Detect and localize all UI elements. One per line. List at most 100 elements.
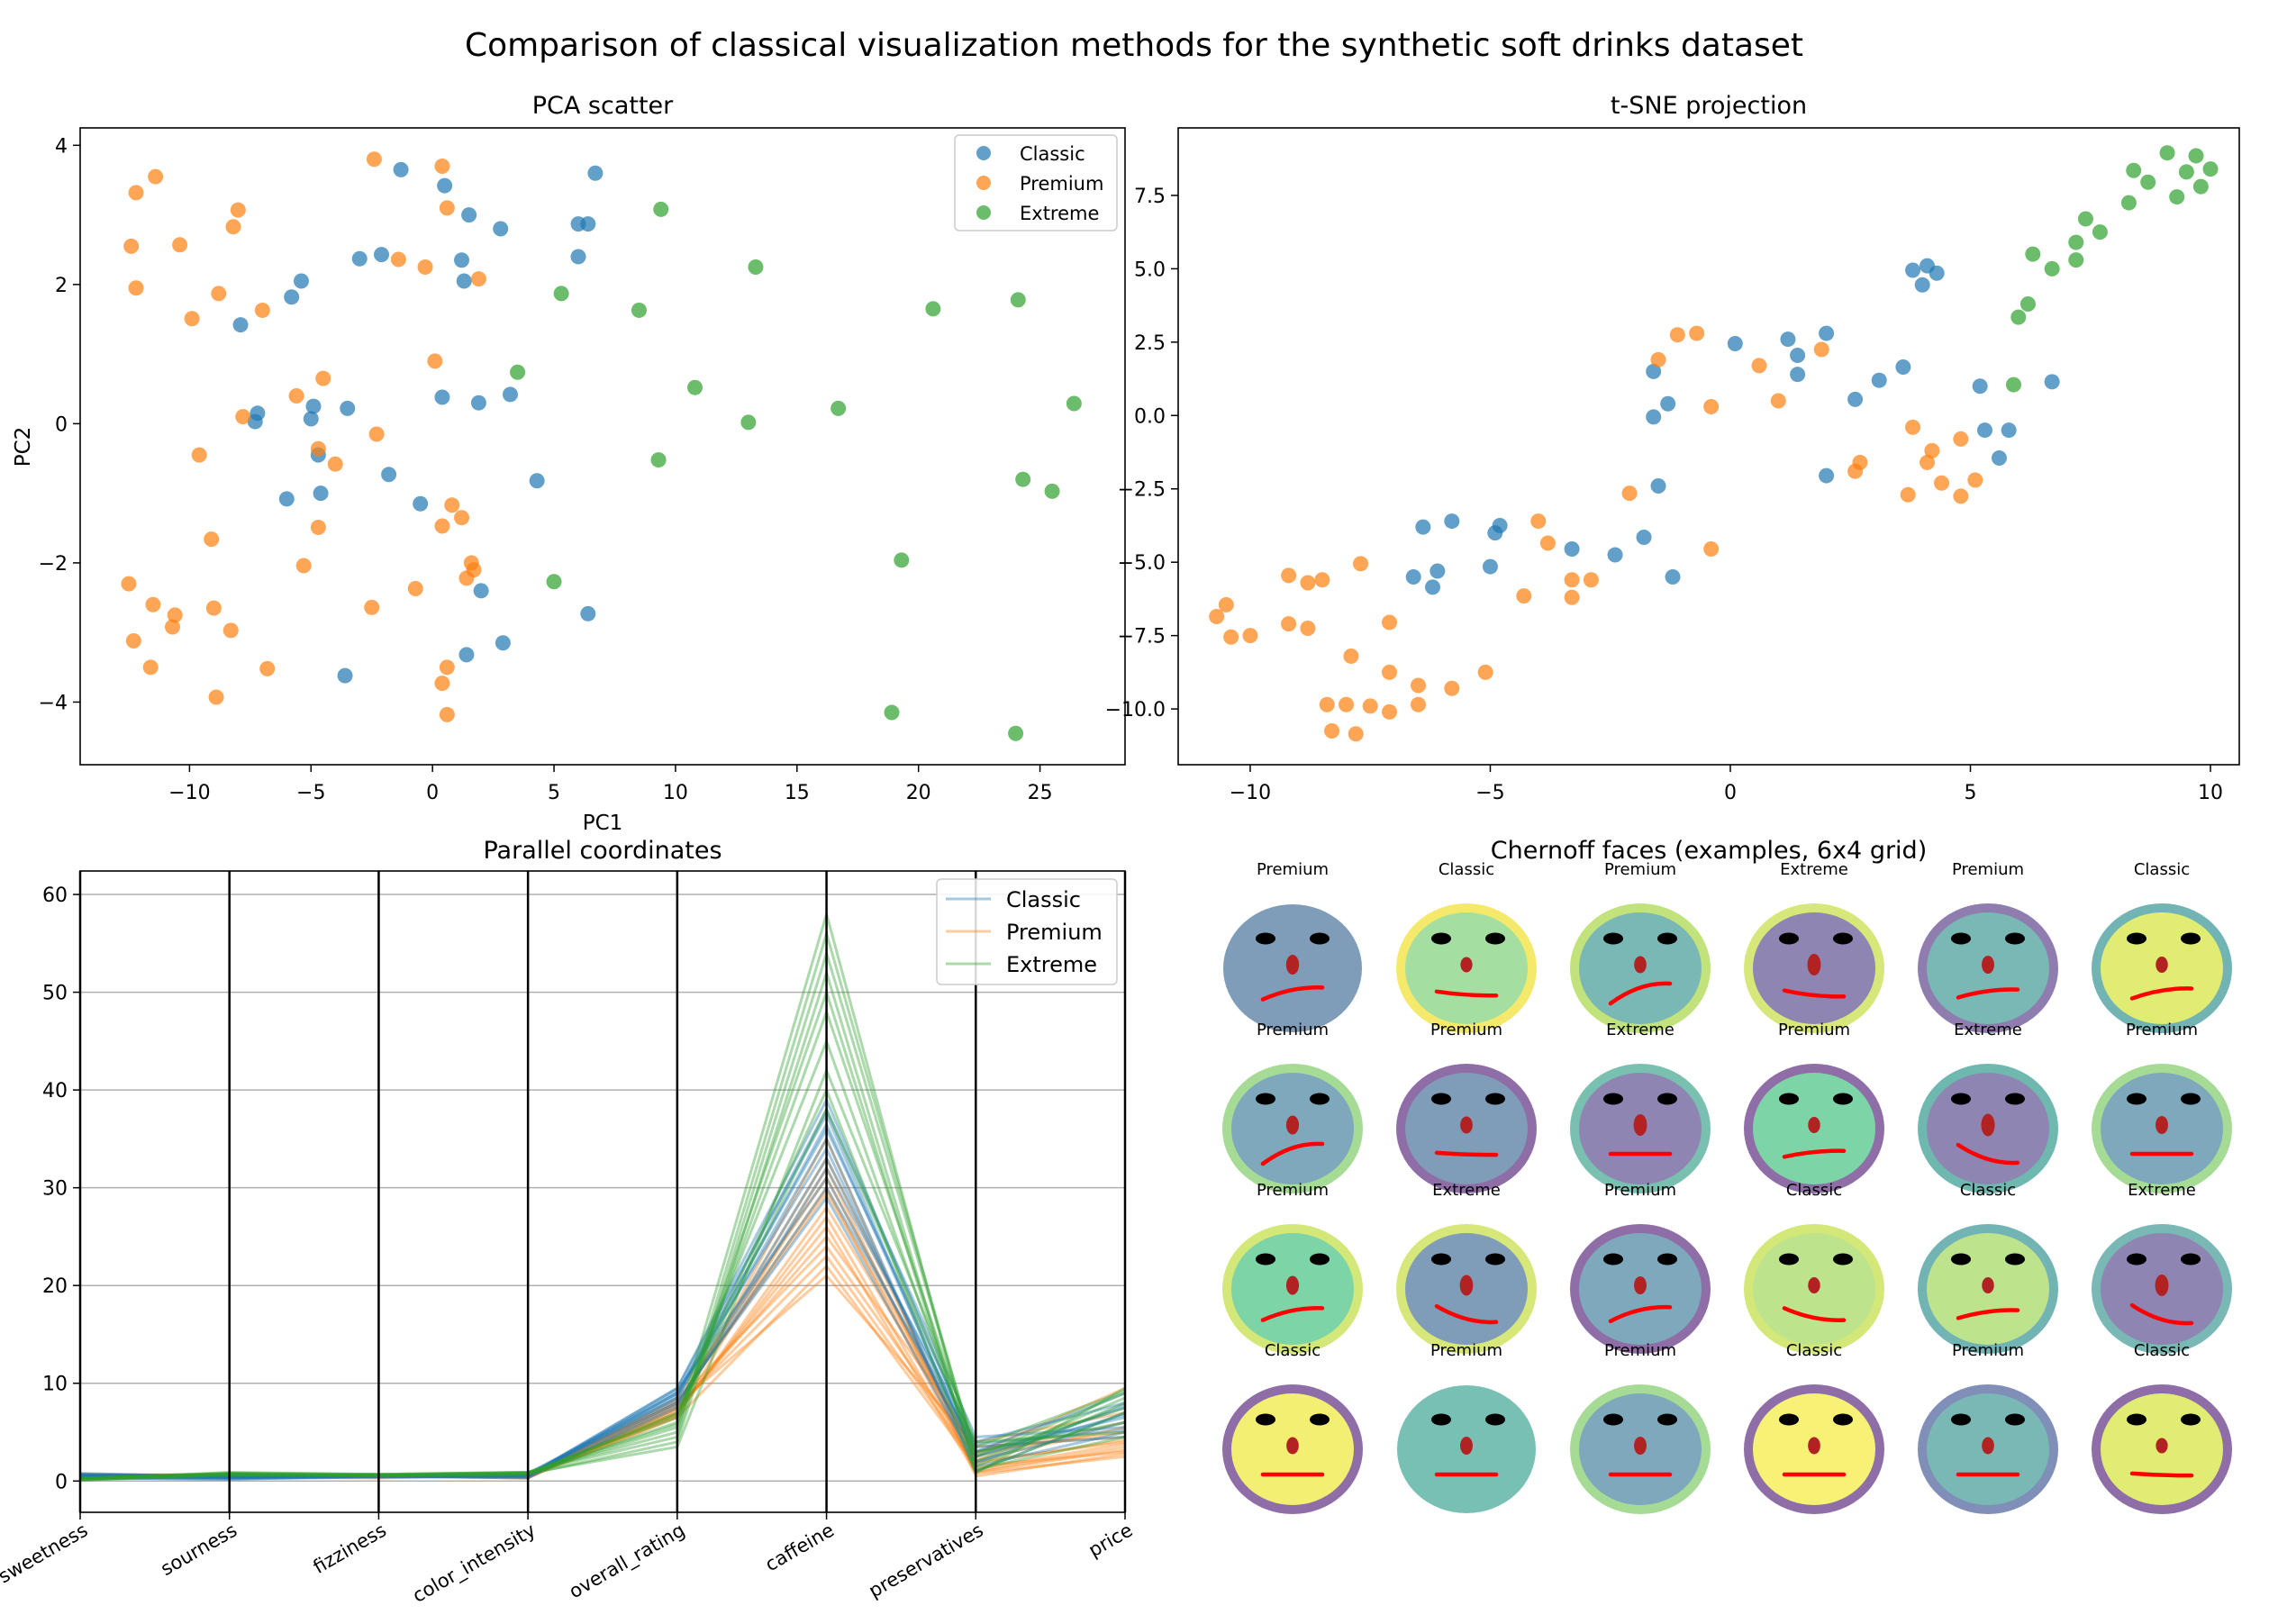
parallel-line-classic bbox=[79, 1194, 1126, 1479]
chernoff-face-label: Premium bbox=[2126, 1021, 2198, 1039]
pca-xtick-label: 15 bbox=[785, 782, 810, 804]
pca-point-premium bbox=[121, 576, 137, 592]
pca-point-premium bbox=[128, 280, 144, 296]
tsne-xtick-label: 10 bbox=[2198, 782, 2223, 804]
parallel-lines bbox=[79, 909, 1126, 1482]
parallel-line-extreme bbox=[79, 987, 1126, 1482]
parallel-line-premium bbox=[79, 1224, 1126, 1480]
pca-point-premium bbox=[364, 599, 380, 615]
chernoff-nose-icon bbox=[1286, 1437, 1299, 1455]
tsne-xtick-label: 5 bbox=[1965, 782, 1977, 804]
parallel-line-premium bbox=[79, 1155, 1126, 1479]
chernoff-mouth-icon bbox=[1260, 985, 1325, 1002]
tsne-point-extreme bbox=[2159, 145, 2175, 161]
tsne-point-classic bbox=[1607, 547, 1623, 563]
chernoff-eye-right-icon bbox=[1310, 1413, 1330, 1426]
pca-point-extreme bbox=[894, 552, 910, 568]
tsne-point-premium bbox=[1650, 351, 1666, 367]
chernoff-eye-left-icon bbox=[2127, 1093, 2146, 1105]
chernoff-face-label: Extreme bbox=[1606, 1021, 1675, 1039]
chernoff-face-label: Premium bbox=[1604, 860, 1676, 879]
pca-point-extreme bbox=[553, 286, 569, 302]
tsne-point-classic bbox=[2001, 422, 2017, 439]
pca-ytick-label: 4 bbox=[55, 135, 68, 158]
pca-ytick-label: −4 bbox=[39, 692, 68, 714]
parallel-line-extreme bbox=[79, 1106, 1126, 1480]
pca-point-premium bbox=[125, 632, 141, 649]
tsne-point-classic bbox=[1914, 277, 1930, 293]
pca-point-extreme bbox=[830, 400, 847, 416]
pca-point-extreme bbox=[884, 704, 900, 721]
pca-point-classic bbox=[305, 398, 322, 414]
chernoff-face: Extreme bbox=[2092, 1181, 2232, 1354]
chernoff-eye-right-icon bbox=[1833, 1413, 1853, 1426]
tsne-point-premium bbox=[1564, 572, 1580, 588]
tsne-ytick-label: 5.0 bbox=[1134, 259, 1166, 281]
pca-point-premium bbox=[208, 689, 224, 705]
tsne-point-premium bbox=[1339, 696, 1355, 712]
pca-ytick-label: 0 bbox=[55, 413, 68, 436]
chernoff-face: Classic bbox=[1222, 1341, 1363, 1514]
pca-scatter-panel: PCA scatter −10 −5 0 5 10 15 20 25 −4 −2 0 2 4 PC1 P… bbox=[12, 92, 1126, 835]
pca-point-classic bbox=[381, 467, 397, 483]
pca-point-premium bbox=[417, 259, 433, 276]
tsne-point-extreme bbox=[2169, 189, 2185, 205]
pca-point-extreme bbox=[631, 302, 647, 318]
tsne-point-premium bbox=[1444, 680, 1460, 696]
tsne-point-extreme bbox=[2192, 178, 2209, 195]
chernoff-faces-grid: Premium Classic Premium Extreme Premium Class… bbox=[1222, 860, 2232, 1514]
chernoff-eye-left-icon bbox=[1256, 932, 1275, 945]
parallel-line-extreme bbox=[79, 967, 1126, 1482]
chernoff-face: Extreme bbox=[1570, 1021, 1711, 1193]
chernoff-nose-icon bbox=[2156, 957, 2168, 973]
tsne-point-premium bbox=[1362, 698, 1378, 714]
tsne-point-premium bbox=[1703, 541, 1720, 558]
chernoff-eye-right-icon bbox=[1485, 1093, 1505, 1105]
chernoff-mouth-icon bbox=[1434, 989, 1499, 998]
tsne-point-premium bbox=[1223, 629, 1239, 645]
parallel-line-classic bbox=[79, 1096, 1126, 1480]
chernoff-eye-left-icon bbox=[1603, 1253, 1623, 1266]
chernoff-eye-left-icon bbox=[1779, 1253, 1799, 1266]
chernoff-nose-icon bbox=[1808, 1117, 1820, 1133]
chernoff-nose-icon bbox=[1459, 1275, 1474, 1296]
parallel-ytick-label: 40 bbox=[42, 1080, 68, 1102]
pca-point-premium bbox=[288, 387, 304, 404]
pca-point-extreme bbox=[1015, 471, 1031, 487]
tsne-point-classic bbox=[1429, 563, 1446, 579]
tsne-point-premium bbox=[1539, 535, 1556, 551]
tsne-point-premium bbox=[1847, 463, 1864, 479]
chernoff-nose-icon bbox=[1982, 956, 1994, 974]
pca-point-premium bbox=[458, 570, 475, 586]
tsne-point-premium bbox=[1242, 628, 1258, 644]
tsne-point-premium bbox=[1621, 485, 1638, 502]
chernoff-eye-left-icon bbox=[1951, 1413, 1971, 1426]
tsne-point-classic bbox=[1871, 372, 1887, 388]
tsne-point-classic bbox=[1727, 335, 1743, 351]
parallel-line-classic bbox=[79, 1126, 1126, 1479]
tsne-point-premium bbox=[1477, 664, 1493, 680]
chernoff-mouth-icon bbox=[1260, 1141, 1325, 1166]
pca-point-premium bbox=[230, 202, 246, 218]
chernoff-mouth-icon bbox=[1782, 1306, 1847, 1322]
tsne-point-classic bbox=[1636, 530, 1652, 545]
chernoff-eye-left-icon bbox=[1779, 1413, 1799, 1426]
pca-point-premium bbox=[205, 600, 222, 616]
pca-point-extreme bbox=[740, 414, 757, 431]
tsne-point-premium bbox=[1411, 696, 1427, 712]
pca-point-classic bbox=[413, 495, 429, 512]
pca-point-extreme bbox=[925, 301, 941, 317]
pca-point-premium bbox=[327, 456, 343, 472]
parallel-line-premium bbox=[79, 1274, 1126, 1479]
parallel-line-classic bbox=[79, 1136, 1126, 1478]
pca-point-classic bbox=[340, 400, 356, 416]
chernoff-nose-icon bbox=[1285, 1275, 1300, 1295]
chernoff-eye-right-icon bbox=[1833, 1253, 1853, 1266]
tsne-point-classic bbox=[1444, 513, 1460, 530]
tsne-point-premium bbox=[1703, 399, 1720, 415]
chernoff-face: Premium bbox=[1570, 1181, 1711, 1354]
parallel-ytick-label: 50 bbox=[42, 983, 68, 1005]
pca-point-extreme bbox=[1010, 292, 1026, 308]
chernoff-mouth-icon bbox=[1782, 1148, 1847, 1159]
pca-point-extreme bbox=[1066, 395, 1082, 412]
